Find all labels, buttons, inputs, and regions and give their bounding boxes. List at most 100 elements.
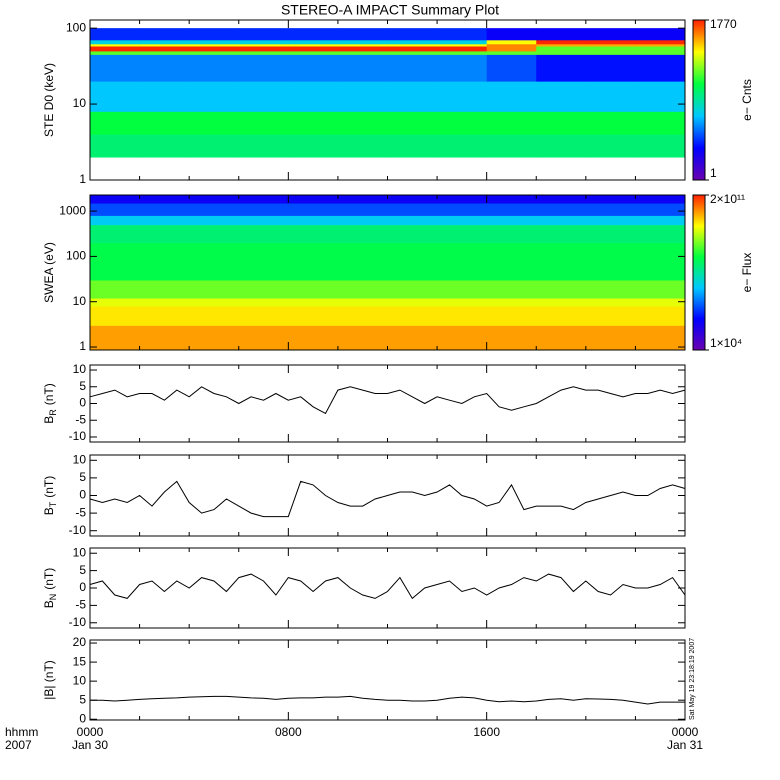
y-tick-label: 5 — [79, 379, 86, 393]
heatmap-cell — [635, 111, 686, 135]
heatmap-cell — [635, 39, 686, 45]
heatmap-cell — [238, 28, 289, 41]
panel: 1 1770 e− Cnts 1 10 100 STE D0 (keV) — [42, 17, 754, 186]
heatmap-cell — [90, 54, 140, 82]
heatmap-cell — [486, 81, 537, 112]
heatmap-cell — [238, 54, 289, 82]
heatmap-cell — [585, 43, 636, 47]
heatmap-cell — [90, 39, 140, 45]
colorbar-title: e− Flux — [740, 253, 754, 293]
heatmap-cell — [139, 46, 190, 52]
heatmap-cell — [288, 111, 339, 135]
heatmap-cell — [536, 134, 587, 158]
panel: -10 -5 0 5 10 BN (nT) — [42, 545, 686, 629]
y-tick-label: 0 — [79, 711, 86, 725]
heatmap-cell — [90, 298, 686, 307]
heatmap-cell — [139, 111, 190, 135]
heatmap-cell — [337, 111, 388, 135]
heatmap-cell — [139, 43, 190, 47]
heatmap-cell — [585, 46, 636, 52]
y-axis-label: SWEA (eV) — [42, 242, 56, 303]
x-tick-label: 0000 — [672, 725, 699, 739]
heatmap-cell — [288, 46, 339, 52]
y-label-sub: N — [48, 594, 58, 601]
heatmap-cell — [288, 43, 339, 47]
heatmap-cell — [139, 81, 190, 112]
heatmap-cell — [437, 28, 488, 41]
heatmap-cell — [238, 134, 289, 158]
y-axis-label: STE D0 (keV) — [42, 63, 56, 137]
heatmap-cell — [437, 134, 488, 158]
heatmap-cell — [585, 111, 636, 135]
heatmap-cell — [486, 134, 537, 158]
timestamp: Sat May 19 23:18:19 2007 — [689, 638, 696, 720]
heatmap-cell — [90, 242, 686, 281]
y-tick-label: 5 — [79, 692, 86, 706]
y-axis-label: BT (nT) — [42, 476, 58, 516]
heatmap-cell — [90, 224, 686, 244]
colorbar-label: 1770 — [710, 17, 737, 31]
format-label: hhmm — [5, 725, 38, 739]
x-tick-label: 0000 — [77, 725, 104, 739]
y-tick-label: 20 — [73, 635, 87, 649]
panel: -10 -5 0 5 10 BT (nT) — [42, 452, 686, 537]
heatmap-cell — [337, 46, 388, 52]
data-line — [89, 386, 686, 415]
heatmap-cell — [288, 50, 339, 55]
panel: 0 5 10 15 20 |B| (nT) — [42, 635, 686, 725]
heatmap-cell — [536, 39, 587, 45]
y-tick-label: 1000 — [59, 203, 86, 217]
heatmap-cell — [90, 134, 140, 158]
heatmap-cell — [90, 215, 686, 226]
heatmap-cell — [635, 54, 686, 82]
heatmap-cell — [238, 111, 289, 135]
y-tick-label: 0 — [79, 488, 86, 502]
y-axis-label: BN (nT) — [42, 568, 58, 609]
colorbar-label: 2×10¹¹ — [710, 192, 745, 206]
heatmap-cell — [536, 50, 587, 55]
x-tick-label: 0800 — [275, 725, 302, 739]
y-tick-label: 100 — [66, 249, 86, 263]
heatmap-cell — [337, 28, 388, 41]
heatmap-cell — [437, 39, 488, 45]
heatmap-cell — [486, 111, 537, 135]
heatmap-cell — [585, 39, 636, 45]
heatmap-cell — [635, 43, 686, 47]
y-label-main: STE D0 (keV) — [42, 63, 56, 137]
heatmap-cell — [486, 46, 537, 52]
heatmap-cell — [337, 39, 388, 45]
panel: 1×10⁴ 2×10¹¹ e− Flux 1 10 100 1000 SWEA (eV) — [42, 192, 754, 353]
y-axis-label: BR (nT) — [42, 383, 58, 424]
plot-frame — [89, 364, 686, 443]
y-tick-label: -5 — [75, 412, 86, 426]
heatmap-cell — [189, 111, 240, 135]
y-tick-label: -5 — [75, 598, 86, 612]
heatmap-cell — [189, 134, 240, 158]
heatmap-cell — [585, 50, 636, 55]
colorbar — [692, 19, 706, 181]
heatmap-cell — [635, 81, 686, 112]
heatmap-cell — [90, 306, 686, 326]
plot-frame — [89, 639, 686, 721]
heatmap-cell — [536, 111, 587, 135]
heatmap-cell — [387, 50, 438, 55]
heatmap-cell — [536, 54, 587, 82]
heatmap-cell — [585, 81, 636, 112]
heatmap-cell — [238, 46, 289, 52]
heatmap-cell — [139, 50, 190, 55]
y-label-main: SWEA (eV) — [42, 242, 56, 303]
heatmap-cell — [585, 54, 636, 82]
y-tick-label: -10 — [69, 523, 87, 537]
colorbar-label: 1×10⁴ — [710, 336, 742, 350]
y-tick-label: -10 — [69, 429, 87, 443]
heatmap-cell — [635, 50, 686, 55]
y-tick-label: 15 — [73, 654, 87, 668]
y-tick-label: 10 — [73, 362, 87, 376]
y-label-main: B — [42, 600, 56, 608]
heatmap-cell — [288, 28, 339, 41]
heatmap-cell — [635, 134, 686, 158]
y-label-main: B — [42, 416, 56, 424]
heatmap-cell — [238, 50, 289, 55]
heatmap-cell — [90, 203, 686, 216]
heatmap-cell — [238, 81, 289, 112]
